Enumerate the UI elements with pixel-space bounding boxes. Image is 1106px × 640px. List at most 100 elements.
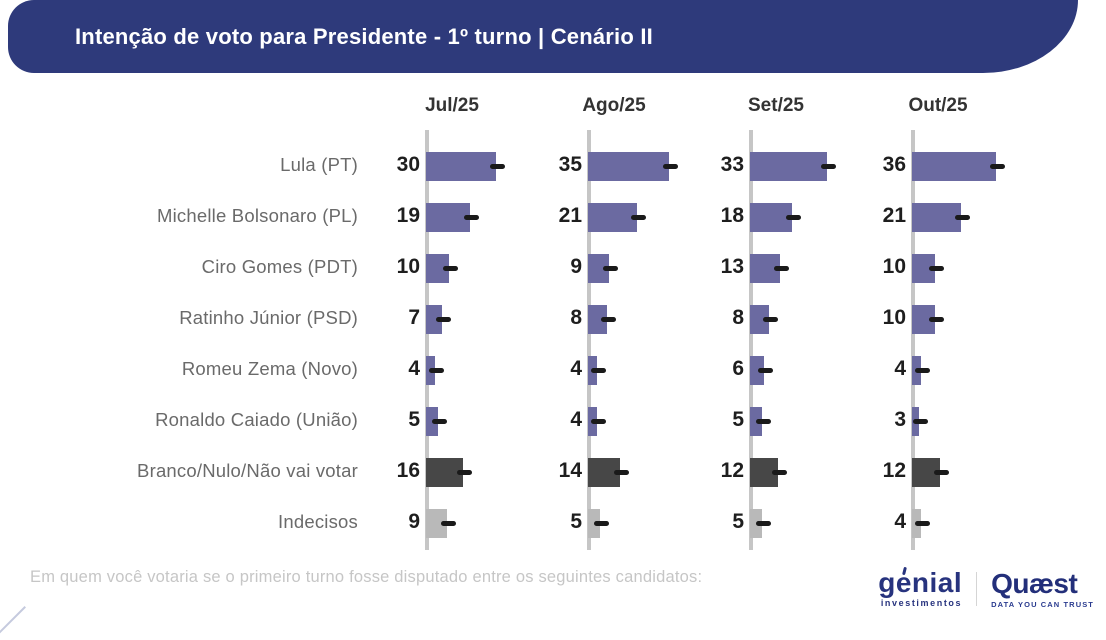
- error-interval-marker: [954, 214, 970, 220]
- survey-question-text: Em quem você votaria se o primeiro turno…: [30, 568, 703, 586]
- bar: [588, 304, 607, 334]
- bar: [912, 151, 996, 181]
- value-label: 8: [732, 306, 744, 329]
- row-label: Ronaldo Caiado (União): [155, 409, 358, 430]
- value-label: 4: [570, 357, 582, 380]
- genial-logo: genial investimentos: [878, 566, 963, 608]
- genial-wordmark: genial: [878, 567, 963, 598]
- quaest-wordmark: Quæst: [991, 567, 1078, 599]
- error-interval-marker: [429, 367, 445, 373]
- error-interval-marker: [440, 520, 456, 526]
- error-interval-marker: [933, 469, 949, 475]
- error-interval-marker: [989, 163, 1005, 169]
- bar: [426, 457, 464, 487]
- value-label: 16: [396, 459, 420, 482]
- value-label: 5: [732, 510, 744, 533]
- error-interval-marker: [591, 418, 607, 424]
- poll-bar-chart: Jul/25 Ago/25 Set/25 Out/25 Lula (PT) 30 35 33 3…: [137, 95, 1005, 550]
- bar: [426, 304, 443, 334]
- quaest-tagline: DATA YOU CAN TRUST: [991, 599, 1094, 609]
- value-label: 5: [408, 408, 420, 431]
- bar: [750, 202, 792, 232]
- value-label: 9: [408, 510, 420, 533]
- bar: [426, 202, 471, 232]
- value-label: 6: [732, 357, 744, 380]
- value-label: 9: [570, 255, 582, 278]
- header-banner: Intenção de voto para Presidente - 1º tu…: [8, 0, 1078, 73]
- bar: [912, 304, 936, 334]
- bar: [912, 253, 936, 283]
- quaest-logo: Quæst DATA YOU CAN TRUST: [991, 567, 1094, 609]
- error-interval-marker: [591, 367, 607, 373]
- bar: [912, 202, 961, 232]
- value-label: 7: [408, 306, 420, 329]
- row-label: Indecisos: [278, 511, 358, 532]
- value-label: 36: [882, 153, 906, 176]
- value-label: 4: [894, 510, 906, 533]
- row-label: Branco/Nulo/Não vai votar: [137, 460, 358, 481]
- error-interval-marker: [929, 265, 945, 271]
- error-interval-marker: [771, 469, 787, 475]
- value-label: 21: [882, 204, 906, 227]
- value-label: 10: [396, 255, 420, 278]
- value-label: 12: [882, 459, 906, 482]
- row-label: Michelle Bolsonaro (PL): [157, 205, 358, 226]
- bar: [750, 151, 827, 181]
- error-interval-marker: [755, 418, 771, 424]
- error-interval-marker: [443, 265, 459, 271]
- value-label: 35: [558, 153, 582, 176]
- bar: [426, 253, 450, 283]
- row-label: Ratinho Júnior (PSD): [179, 307, 358, 328]
- logo-bar: genial investimentos Quæst DATA YOU CAN …: [878, 566, 1094, 609]
- value-label: 19: [396, 204, 420, 227]
- column-header-out-25: Out/25: [908, 95, 968, 116]
- error-interval-marker: [489, 163, 505, 169]
- value-label: 4: [894, 357, 906, 380]
- value-label: 10: [882, 255, 906, 278]
- bar: [750, 304, 769, 334]
- error-interval-marker: [757, 367, 773, 373]
- value-label: 4: [408, 357, 420, 380]
- error-interval-marker: [820, 163, 836, 169]
- value-label: 18: [720, 204, 744, 227]
- value-label: 30: [396, 153, 420, 176]
- error-interval-marker: [774, 265, 790, 271]
- error-interval-marker: [755, 520, 771, 526]
- bar: [588, 253, 609, 283]
- column-header-set-25: Set/25: [748, 95, 804, 116]
- bar: [426, 151, 496, 181]
- error-interval-marker: [663, 163, 679, 169]
- error-interval-marker: [431, 418, 447, 424]
- axis-line-set-25: [749, 130, 753, 550]
- error-interval-marker: [614, 469, 630, 475]
- error-interval-marker: [630, 214, 646, 220]
- error-interval-marker: [457, 469, 473, 475]
- error-interval-marker: [593, 520, 609, 526]
- error-interval-marker: [762, 316, 778, 322]
- error-interval-marker: [915, 520, 931, 526]
- axis-line-ago-25: [587, 130, 591, 550]
- row-label: Romeu Zema (Novo): [181, 358, 358, 379]
- page-title: Intenção de voto para Presidente - 1º tu…: [75, 23, 653, 49]
- column-header-ago-25: Ago/25: [582, 95, 646, 116]
- value-label: 21: [558, 204, 582, 227]
- value-label: 4: [570, 408, 582, 431]
- error-interval-marker: [912, 418, 928, 424]
- value-label: 5: [732, 408, 744, 431]
- bar: [588, 202, 637, 232]
- logo-divider: [976, 572, 978, 606]
- bar: [426, 508, 447, 538]
- value-label: 10: [882, 306, 906, 329]
- error-interval-marker: [436, 316, 452, 322]
- error-interval-marker: [785, 214, 801, 220]
- column-header-jul-25: Jul/25: [425, 95, 479, 116]
- row-label: Lula (PT): [280, 154, 358, 175]
- value-label: 33: [720, 153, 744, 176]
- axis-line-out-25: [911, 130, 915, 550]
- error-interval-marker: [464, 214, 480, 220]
- error-interval-marker: [600, 316, 616, 322]
- value-label: 13: [720, 255, 744, 278]
- error-interval-marker: [915, 367, 931, 373]
- value-label: 3: [894, 408, 906, 431]
- bar: [588, 151, 670, 181]
